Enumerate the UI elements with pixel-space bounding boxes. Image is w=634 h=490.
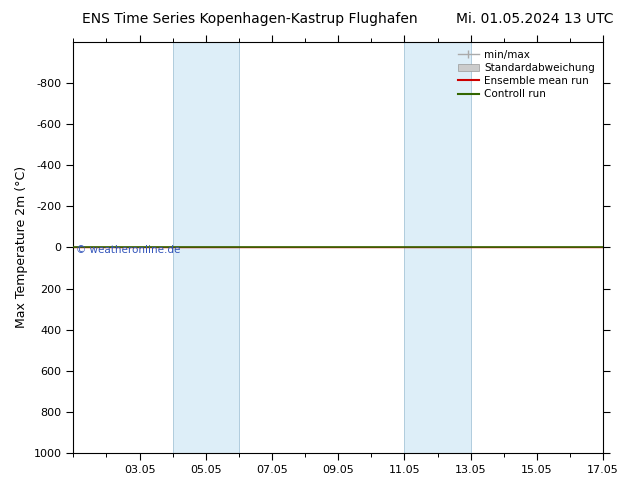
Text: ENS Time Series Kopenhagen-Kastrup Flughafen: ENS Time Series Kopenhagen-Kastrup Flugh… — [82, 12, 418, 26]
Text: © weatheronline.de: © weatheronline.de — [76, 245, 181, 255]
Text: Mi. 01.05.2024 13 UTC: Mi. 01.05.2024 13 UTC — [456, 12, 614, 26]
Bar — [172, 42, 239, 453]
Bar — [404, 42, 470, 453]
Y-axis label: Max Temperature 2m (°C): Max Temperature 2m (°C) — [15, 166, 28, 328]
Legend: min/max, Standardabweichung, Ensemble mean run, Controll run: min/max, Standardabweichung, Ensemble me… — [455, 47, 598, 102]
